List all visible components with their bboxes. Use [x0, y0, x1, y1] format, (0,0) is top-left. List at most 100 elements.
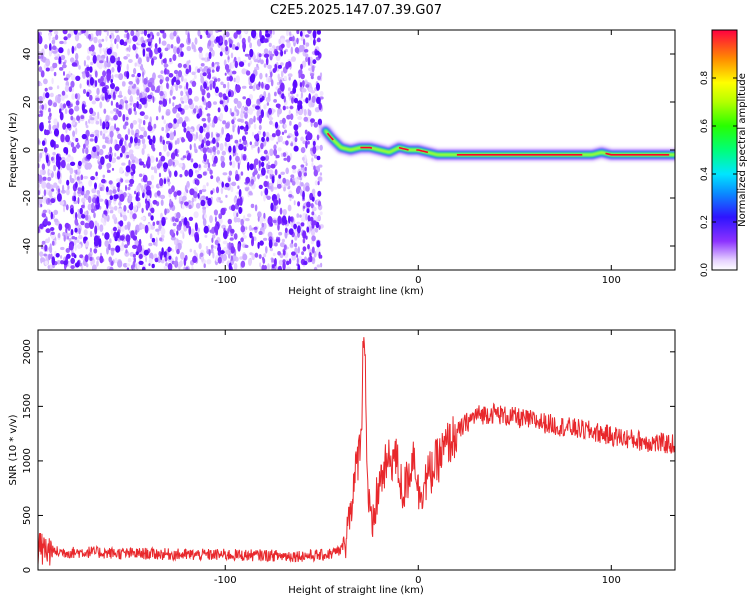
noise-speckle — [290, 46, 293, 55]
noise-speckle — [140, 126, 146, 132]
noise-speckle — [162, 58, 167, 64]
noise-speckle — [305, 213, 308, 221]
noise-speckle — [130, 264, 134, 270]
noise-speckle — [110, 206, 114, 211]
noise-speckle — [61, 90, 66, 96]
spectrogram-ridge — [318, 123, 675, 162]
noise-speckle — [58, 47, 64, 54]
noise-speckle — [68, 233, 71, 237]
noise-speckle — [193, 108, 197, 114]
noise-speckle — [158, 37, 161, 45]
noise-speckle — [310, 75, 314, 80]
noise-speckle — [276, 141, 279, 145]
noise-speckle — [60, 54, 66, 61]
colorbar-tick-label: 0.8 — [700, 71, 710, 86]
noise-speckle — [97, 111, 100, 120]
noise-speckle — [137, 57, 142, 65]
noise-speckle — [74, 227, 78, 233]
noise-speckle — [98, 238, 102, 248]
noise-speckle — [156, 220, 160, 225]
noise-speckle — [104, 60, 108, 68]
noise-speckle — [133, 206, 137, 213]
noise-speckle — [85, 222, 90, 229]
noise-speckle — [237, 185, 240, 189]
noise-speckle — [305, 56, 308, 63]
noise-speckle — [205, 196, 209, 201]
noise-speckle — [286, 114, 291, 120]
noise-speckle — [319, 72, 323, 78]
noise-speckle — [242, 96, 246, 100]
noise-speckle — [240, 237, 244, 242]
noise-speckle — [184, 169, 189, 177]
noise-speckle — [219, 112, 224, 121]
noise-speckle — [307, 56, 311, 66]
noise-speckle — [294, 242, 298, 248]
noise-speckle — [125, 165, 131, 173]
noise-speckle — [289, 242, 294, 248]
noise-speckle — [89, 94, 93, 101]
noise-speckle — [240, 171, 244, 176]
noise-speckle — [202, 218, 207, 227]
noise-speckle — [267, 92, 271, 101]
noise-speckle — [160, 70, 164, 74]
spectrogram-ytick-label: -40 — [22, 238, 33, 254]
noise-speckle — [200, 63, 205, 67]
noise-speckle — [43, 103, 47, 111]
noise-speckle — [57, 232, 61, 239]
noise-speckle — [126, 53, 131, 58]
noise-speckle — [159, 135, 163, 143]
noise-speckle — [141, 43, 146, 48]
noise-speckle — [139, 92, 143, 100]
noise-speckle — [212, 251, 215, 259]
colorbar-ticks: 0.0 0.2 0.4 0.6 0.8 — [700, 71, 737, 277]
noise-speckle — [206, 259, 212, 265]
noise-speckle — [305, 162, 308, 167]
noise-speckle — [163, 63, 169, 68]
noise-speckle — [122, 81, 126, 87]
noise-speckle — [183, 104, 189, 110]
noise-speckle — [147, 33, 151, 38]
noise-speckle — [63, 40, 67, 45]
noise-speckle — [188, 204, 192, 210]
noise-speckle — [273, 99, 277, 103]
noise-speckle — [44, 44, 48, 50]
noise-speckle — [63, 71, 65, 76]
noise-speckle — [128, 81, 133, 85]
noise-speckle — [200, 199, 206, 207]
noise-speckle — [251, 227, 254, 231]
noise-speckle — [41, 140, 46, 147]
noise-speckle — [266, 136, 270, 142]
noise-speckle — [141, 97, 147, 105]
noise-speckle — [38, 43, 41, 52]
noise-speckle — [156, 163, 161, 169]
noise-speckle — [194, 222, 198, 232]
noise-speckle — [152, 221, 156, 226]
noise-speckle — [75, 212, 78, 220]
noise-speckle — [290, 113, 294, 120]
noise-speckle — [252, 107, 255, 111]
noise-speckle — [202, 206, 207, 210]
noise-speckle — [300, 147, 306, 154]
noise-speckle — [138, 118, 143, 125]
noise-speckle — [233, 98, 239, 104]
noise-speckle — [311, 221, 315, 229]
noise-speckle — [143, 30, 147, 37]
noise-speckle — [41, 52, 44, 60]
noise-speckle — [283, 244, 287, 251]
noise-speckle — [152, 135, 156, 144]
noise-speckle — [230, 52, 234, 59]
noise-speckle — [66, 163, 71, 171]
noise-speckle — [220, 81, 224, 86]
noise-speckle — [160, 194, 166, 200]
noise-speckle — [70, 57, 75, 63]
noise-speckle — [228, 242, 231, 247]
noise-speckle — [284, 129, 287, 134]
noise-speckle — [169, 132, 175, 141]
noise-speckle — [114, 30, 119, 34]
noise-speckle — [300, 164, 305, 168]
noise-speckle — [72, 146, 77, 154]
noise-speckle — [263, 222, 267, 230]
noise-speckle — [82, 147, 85, 154]
noise-speckle — [199, 145, 202, 150]
noise-speckle — [71, 93, 76, 100]
